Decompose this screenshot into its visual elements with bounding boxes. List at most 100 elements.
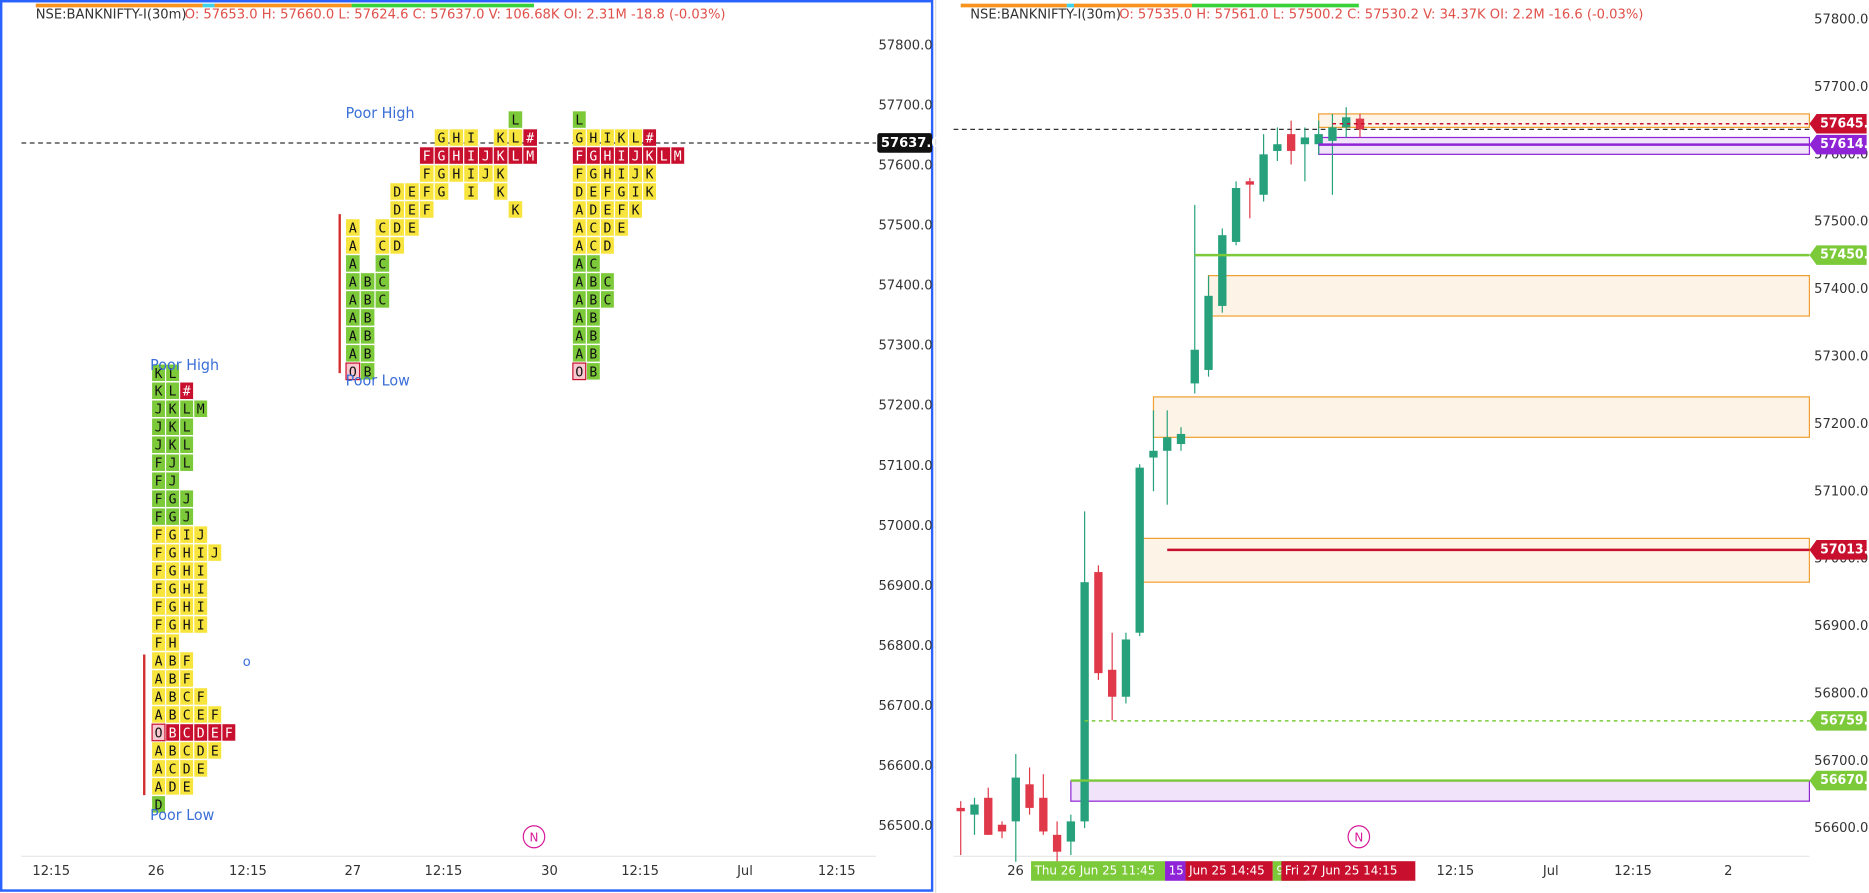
profile-letter: C <box>183 726 191 741</box>
profile-letter: M <box>674 149 682 164</box>
profile-letter: G <box>438 131 446 146</box>
profile-letter: G <box>169 618 177 633</box>
candle-body <box>1149 450 1158 458</box>
profile-cell <box>166 652 180 669</box>
profile-cell <box>449 147 464 164</box>
profile-letter: F <box>183 654 191 669</box>
profile-letter: D <box>393 185 401 200</box>
profile-cell <box>572 201 586 218</box>
candle-body <box>1259 154 1268 195</box>
profile-cell <box>615 147 628 164</box>
profile-letter: E <box>589 185 597 200</box>
price-label: 57000.0 <box>878 519 932 534</box>
profile-letter: E <box>183 780 191 795</box>
profile-cell <box>152 616 165 633</box>
poor-low: Poor Low <box>150 808 214 824</box>
marker-circle <box>522 825 546 849</box>
profile-letter: B <box>169 708 177 723</box>
time-box-label: 15 <box>1169 863 1184 877</box>
profile-cell <box>600 219 614 236</box>
profile-cell <box>493 147 508 164</box>
price-label: 57100.0 <box>878 459 932 474</box>
profile-cell <box>586 129 600 146</box>
time-box-label: Fri 27 Jun 25 14:15 <box>1285 863 1398 877</box>
price-label: 56800.0 <box>1814 686 1868 701</box>
profile-letter: A <box>155 654 163 669</box>
zone <box>1070 780 1810 802</box>
profile-letter: F <box>155 600 163 615</box>
price-label: 57500.0 <box>1814 215 1868 230</box>
profile-letter: C <box>378 221 386 236</box>
profile-letter: B <box>364 365 372 380</box>
profile-letter: H <box>183 600 191 615</box>
profile-letter: I <box>197 564 205 579</box>
profile-cell <box>180 580 194 597</box>
session-bar <box>214 3 352 8</box>
profile-cell <box>194 724 208 741</box>
profile-letter: K <box>155 367 163 382</box>
profile-cell <box>180 436 194 453</box>
profile-cell <box>375 219 390 236</box>
profile-cell <box>166 400 180 418</box>
profile-cell <box>360 363 375 380</box>
profile-cell <box>222 724 236 741</box>
profile-cell <box>586 201 600 218</box>
profile-cell <box>180 598 194 615</box>
profile-cell <box>657 147 671 164</box>
profile-cell <box>572 362 587 381</box>
profile-letter: B <box>589 365 597 380</box>
profile-letter: F <box>155 582 163 597</box>
profile-letter: B <box>364 347 372 362</box>
profile-letter: F <box>225 726 233 741</box>
price-label: 57500.0 <box>878 218 932 233</box>
profile-letter: G <box>169 564 177 579</box>
level-label: 57013.0 <box>1820 541 1869 556</box>
profile-letter: F <box>155 618 163 633</box>
profile-letter: G <box>618 185 626 200</box>
profile-cell <box>180 382 194 400</box>
profile-cell <box>464 183 478 200</box>
profile-letter: J <box>632 149 640 164</box>
profile-letter: A <box>575 311 583 326</box>
profile-letter: D <box>197 726 205 741</box>
profile-letter: B <box>589 329 597 344</box>
profile-letter: A <box>575 221 583 236</box>
profile-letter: C <box>183 708 191 723</box>
profile-cell <box>600 237 614 254</box>
poor-low: Poor Low <box>346 374 410 390</box>
profile-cell <box>152 508 165 525</box>
profile-letter: C <box>378 293 386 308</box>
profile-letter: D <box>575 185 583 200</box>
profile-cell <box>572 273 586 290</box>
profile-letter: H <box>183 546 191 561</box>
profile-letter: F <box>211 708 219 723</box>
profile-letter: A <box>349 257 357 272</box>
price-label: 56700.0 <box>878 699 932 714</box>
profile-cell <box>346 291 360 308</box>
profile-cell <box>208 724 222 741</box>
session-bar <box>1073 3 1192 8</box>
profile-cell <box>629 165 642 182</box>
right-symbol: NSE:BANKNIFTY-I(30m) <box>970 8 1121 23</box>
price-label: 56600.0 <box>878 759 932 774</box>
poor-high: Poor High <box>150 358 219 374</box>
profile-cell <box>419 147 434 164</box>
profile-letter: L <box>183 421 191 436</box>
profile-cell <box>166 778 180 795</box>
profile-cell <box>405 219 419 236</box>
profile-cell <box>600 165 614 182</box>
profile-letter: F <box>575 149 583 164</box>
profile-letter: H <box>183 564 191 579</box>
session-bar <box>202 3 215 8</box>
profile-cell <box>479 147 493 164</box>
time-label: 12:15 <box>1437 864 1475 879</box>
profile-cell <box>166 544 180 561</box>
profile-letter: L <box>575 113 583 128</box>
profile-cell <box>180 526 194 543</box>
profile-letter: D <box>589 203 597 218</box>
candle-body <box>1066 821 1076 842</box>
profile-cell <box>375 255 390 272</box>
profile-letter: G <box>589 149 597 164</box>
profile-letter: H <box>452 167 460 182</box>
